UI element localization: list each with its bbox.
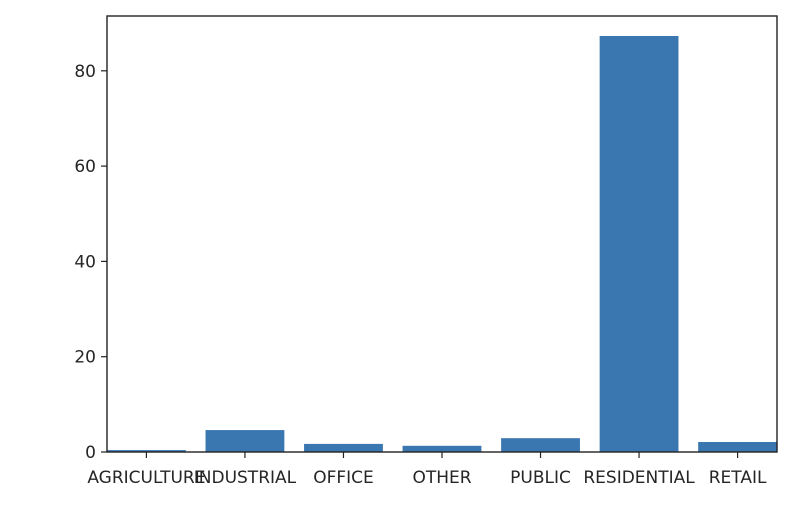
x-tick-label-agriculture: AGRICULTURE [87, 468, 205, 488]
x-tick-label-public: PUBLIC [510, 468, 571, 488]
bar-agriculture [107, 450, 186, 452]
x-tick-label-office: OFFICE [313, 468, 374, 488]
x-tick-label-residential: RESIDENTIAL [583, 468, 695, 488]
plot-frame [106, 15, 778, 453]
y-tick-label: 60 [74, 157, 96, 177]
bars-group [107, 36, 777, 452]
bar-public [501, 438, 580, 452]
y-tick-label: 80 [74, 62, 96, 82]
x-tick-label-industrial: INDUSTRIAL [194, 468, 297, 488]
y-tick-label: 40 [74, 252, 96, 272]
y-tick-label: 0 [85, 443, 96, 463]
bar-residential [599, 36, 679, 452]
y-tick-label: 20 [74, 348, 96, 368]
bar-office [304, 443, 383, 452]
bar-other [402, 445, 482, 452]
bar-industrial [205, 430, 285, 452]
x-tick-label-retail: RETAIL [709, 468, 767, 488]
y-axis: 0 20 40 60 80 [74, 62, 107, 463]
x-tick-label-other: OTHER [412, 468, 471, 488]
bar-retail [698, 441, 777, 452]
